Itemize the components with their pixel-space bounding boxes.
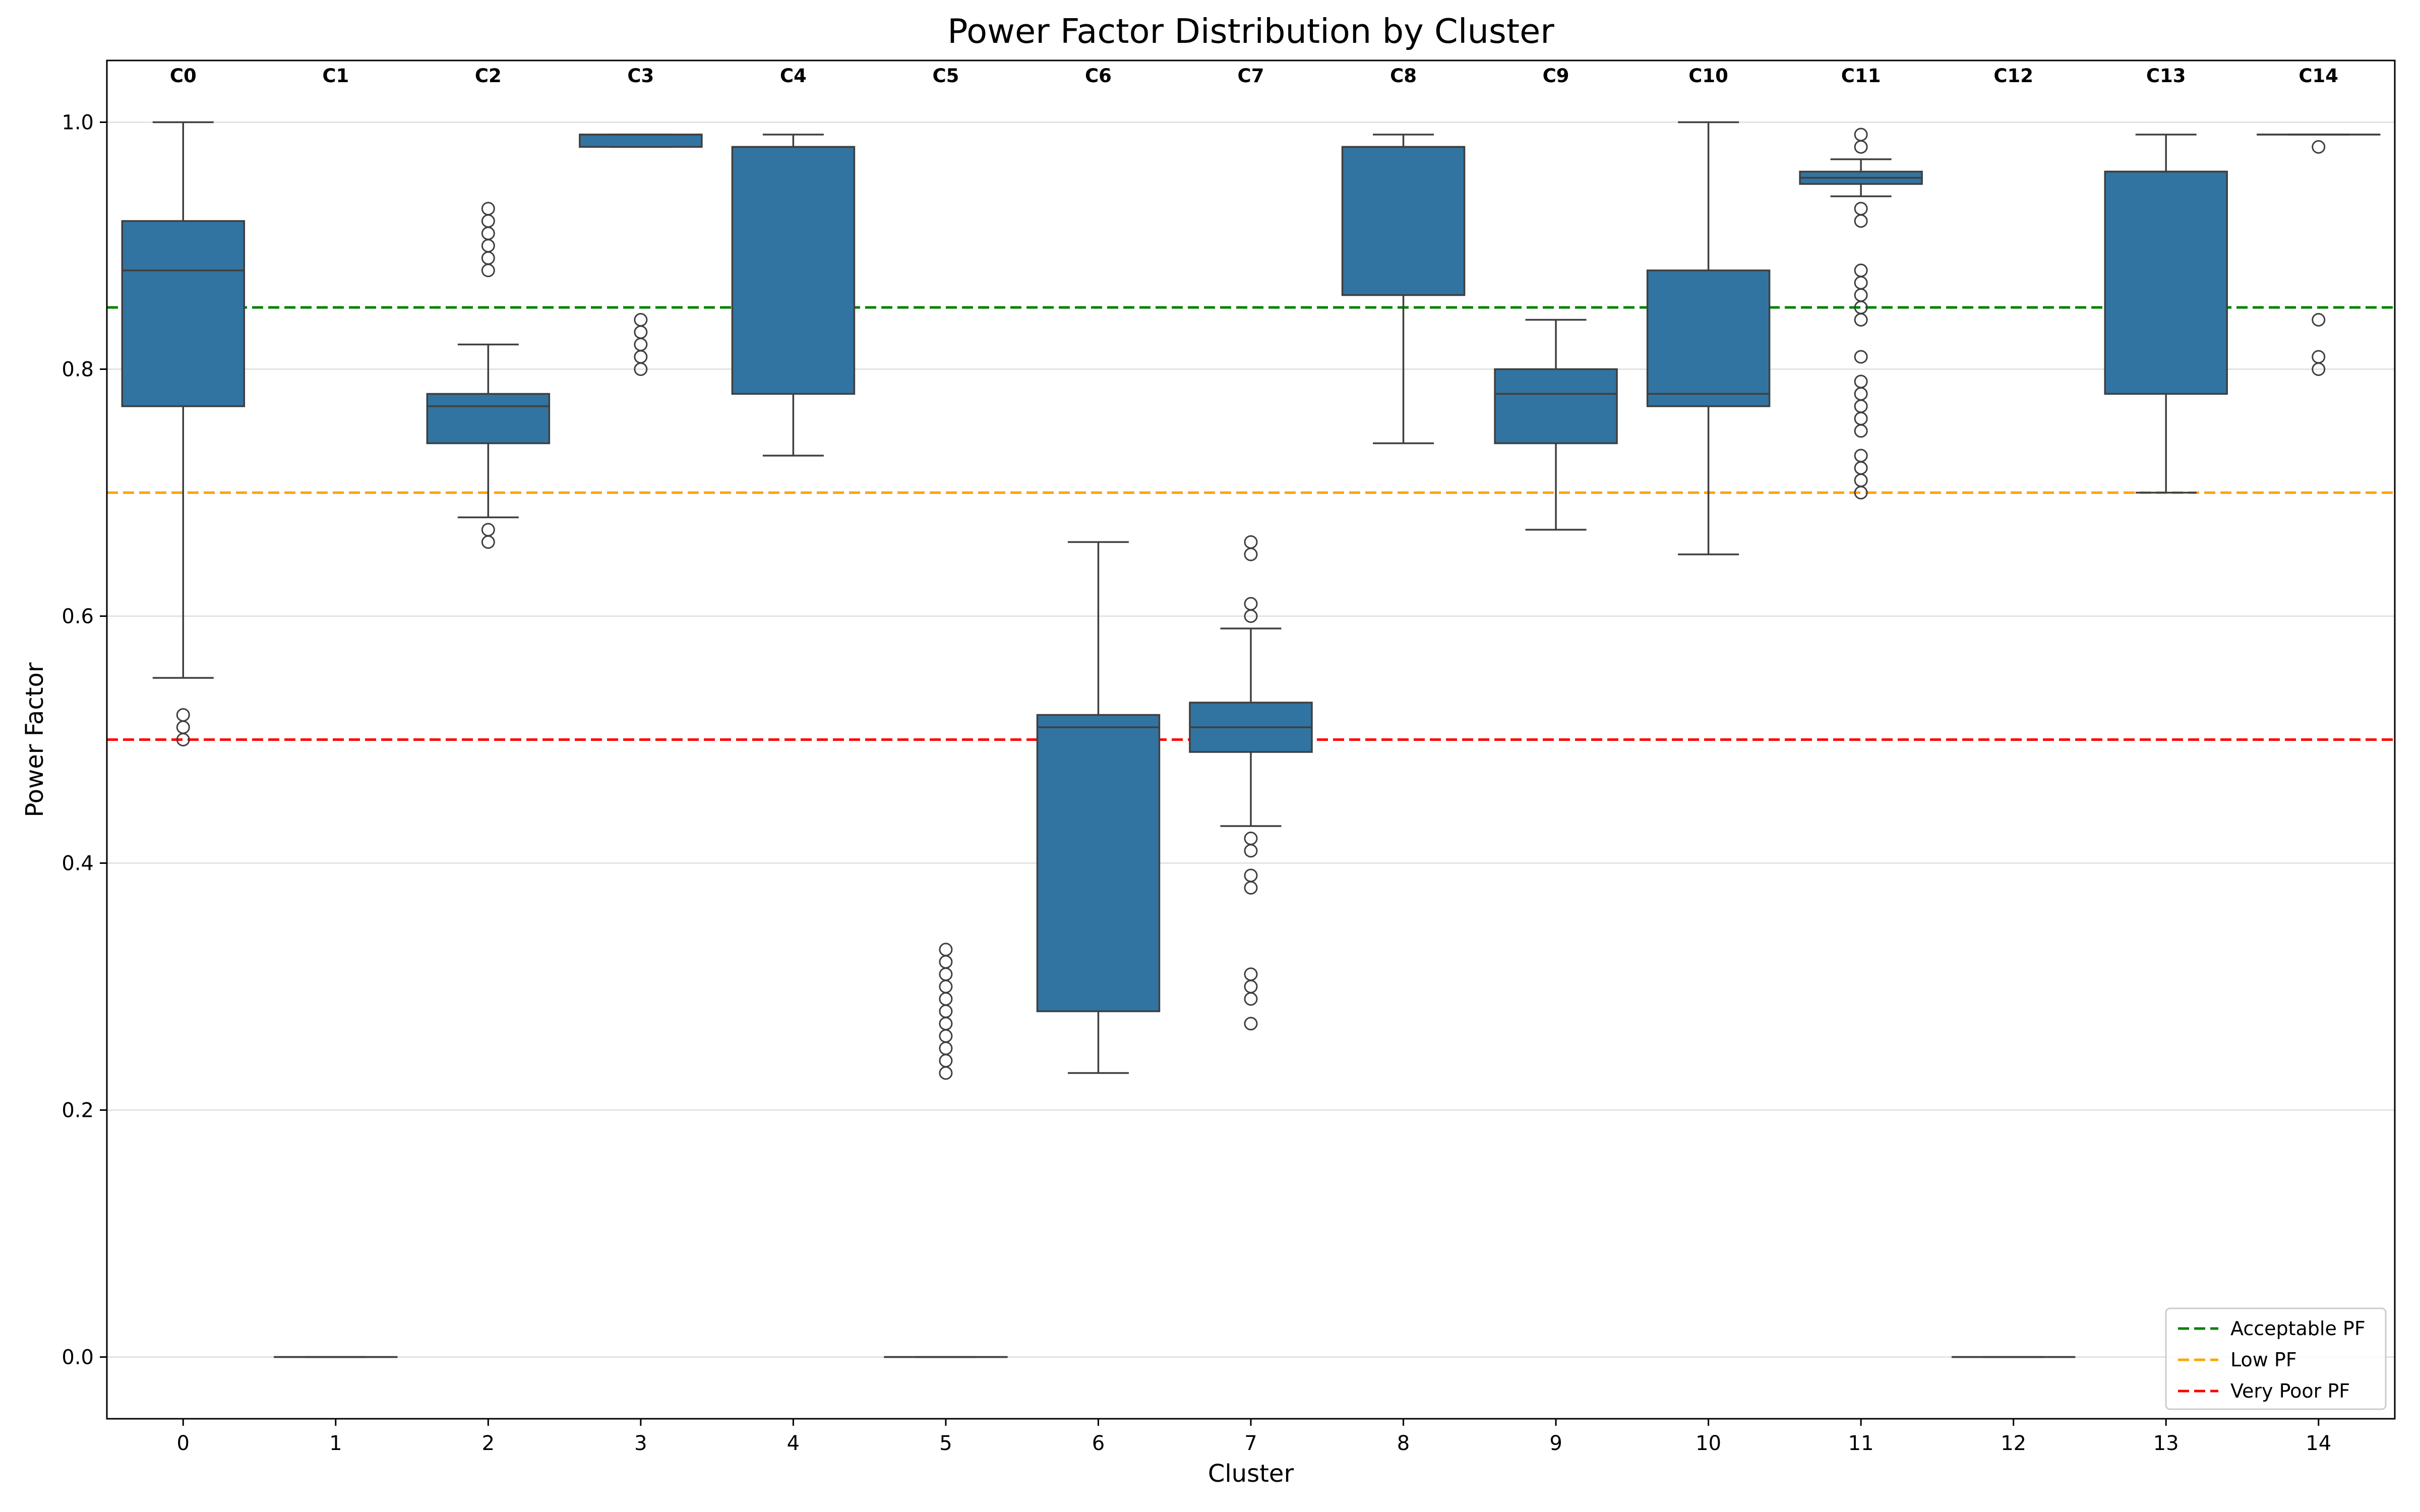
cluster-top-label: C2 [475,65,502,87]
cluster-top-label: C8 [1390,65,1417,87]
cluster-box-group: C6 [1036,65,1161,1074]
box-plots: C0 C1 C2 C3 C4 C5 C6 C7 C8 C9 C10 C11 C12 C13 C14 [121,65,2381,1358]
outlier-point [1854,350,1868,364]
cluster-box-group: C2 [426,65,551,549]
cluster-box-group: C12 [1951,65,2076,1358]
outlier-point [1854,128,1868,142]
iqr-box [1036,714,1161,1013]
outlier-point [1854,264,1868,277]
outlier-point [2312,140,2326,154]
iqr-box [2104,170,2228,395]
legend-box [2165,1307,2387,1410]
cluster-top-label: C14 [2298,65,2338,87]
cluster-top-label: C1 [322,65,349,87]
y-tick-label: 0.0 [62,1346,94,1369]
outlier-point [634,313,648,327]
cluster-box-group: C4 [731,65,856,457]
x-tick-label: 13 [2153,1432,2179,1455]
cluster-box-group: C11 [1799,65,1923,499]
outlier-point [2312,313,2326,327]
y-tick-label: 1.0 [62,111,94,135]
iqr-box [731,146,856,395]
iqr-box [121,220,246,407]
cluster-box-group: C5 [884,65,1008,1358]
x-tick-label: 14 [2306,1432,2331,1455]
cluster-top-label: C4 [780,65,807,87]
chart-title: Power Factor Distribution by Cluster [947,12,1554,51]
x-tick-label: 4 [787,1432,800,1455]
cluster-top-label: C12 [1993,65,2033,87]
x-tick-label: 9 [1549,1432,1562,1455]
outlier-point [939,942,953,957]
cluster-box-group: C7 [1189,65,1313,1031]
x-tick-label: 6 [1092,1432,1105,1455]
y-tick-label: 0.4 [62,852,94,875]
outlier-point [481,202,495,216]
x-tick-label: 1 [329,1432,342,1455]
iqr-box [1494,368,1618,445]
cluster-box-group: C13 [2104,65,2228,494]
cluster-top-label: C6 [1085,65,1112,87]
outlier-point [1854,449,1868,463]
iqr-box [426,393,551,445]
x-axis-label: Cluster [1208,1460,1294,1488]
x-tick-label: 3 [634,1432,647,1455]
axes: 0 1 2 3 4 5 6 7 8 9 10 11 12 13 140.00.20.40.60.81.0 [62,59,2396,1455]
cluster-top-label: C13 [2146,65,2186,87]
cluster-box-group: C10 [1646,65,1771,555]
outlier-point [1244,535,1258,549]
legend-label: Acceptable PF [2230,1317,2366,1340]
y-tick-label: 0.6 [62,605,94,628]
y-tick-label: 0.2 [62,1099,94,1122]
legend-label: Very Poor PF [2230,1380,2350,1402]
cluster-top-label: C11 [1841,65,1881,87]
x-tick-label: 5 [939,1432,952,1455]
cluster-box-group: C0 [121,65,246,746]
x-tick-label: 11 [1848,1432,1874,1455]
iqr-box [1646,269,1771,407]
x-tick-label: 7 [1244,1432,1257,1455]
x-tick-label: 0 [177,1432,190,1455]
outlier-point [1244,597,1258,611]
legend: Acceptable PF Low PF Very Poor PF [2165,1307,2387,1410]
cluster-box-group: C1 [274,65,398,1358]
iqr-box [579,134,703,148]
iqr-box [1341,146,1466,296]
outlier-point [1244,832,1258,845]
cluster-box-group: C8 [1341,65,1466,445]
outlier-point [1854,202,1868,216]
cluster-top-label: C9 [1543,65,1569,87]
y-axis-label: Power Factor [21,662,49,817]
cluster-top-label: C7 [1238,65,1264,87]
cluster-top-label: C5 [932,65,959,87]
y-tick-label: 0.8 [62,358,94,382]
x-tick-label: 8 [1397,1432,1410,1455]
outlier-point [1244,967,1258,981]
plot-frame [106,59,2396,1420]
x-tick-label: 10 [1696,1432,1721,1455]
outlier-point [176,708,190,722]
cluster-box-group: C9 [1494,65,1618,531]
outlier-point [1854,374,1868,389]
outlier-point [2312,350,2326,364]
outlier-point [1244,868,1258,883]
legend-label: Low PF [2230,1349,2297,1371]
cluster-box-group: C14 [2256,65,2381,376]
cluster-top-label: C0 [170,65,197,87]
outlier-point [1244,1017,1258,1031]
cluster-top-label: C10 [1688,65,1728,87]
x-tick-label: 2 [482,1432,495,1455]
cluster-box-group: C3 [579,65,703,376]
cluster-top-label: C3 [627,65,654,87]
x-tick-label: 12 [2001,1432,2026,1455]
outlier-point [481,523,495,537]
